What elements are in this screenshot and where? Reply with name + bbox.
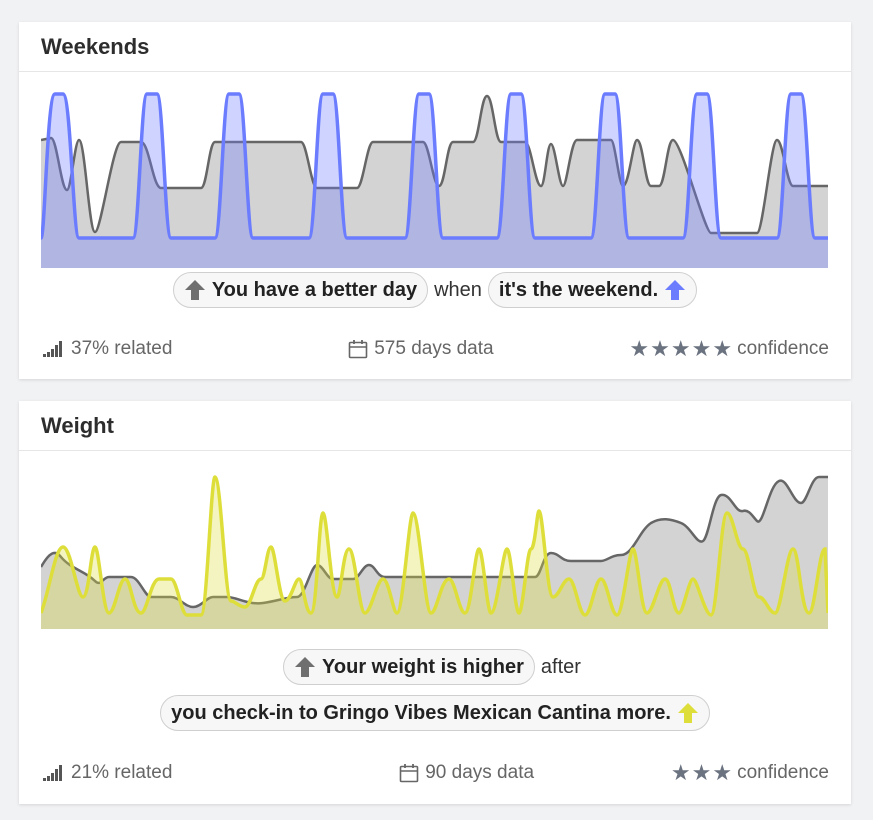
- mood-series-line: [41, 94, 828, 235]
- star-icon: ★: [670, 760, 691, 785]
- star-icon: ★: [691, 336, 712, 361]
- days-stat: 575 days data: [348, 338, 494, 360]
- cause-text: Your weight is higher: [322, 655, 524, 678]
- confidence-stars: ★ ★ ★ ★ ★: [629, 338, 733, 360]
- checkin-series-line: [41, 475, 828, 617]
- sentence-joiner: when: [434, 278, 482, 301]
- weight-checkin-chart: [41, 475, 828, 629]
- days-text: 90 days data: [425, 762, 535, 783]
- arrow-up-icon: [664, 278, 686, 302]
- star-icon: ★: [712, 336, 733, 361]
- confidence-stat: ★ ★ ★ ★ ★ confidence: [629, 338, 829, 360]
- mood-series-area: [41, 96, 828, 268]
- weight-series-line: [41, 475, 828, 609]
- arrow-up-icon: [294, 655, 316, 679]
- card-footer: 21% related 90 days data ★ ★ ★ confidenc…: [43, 762, 829, 784]
- weight-series-area: [41, 477, 828, 629]
- star-icon: ★: [629, 336, 650, 361]
- correlation-sentence-line2: you check-in to Gringo Vibes Mexican Can…: [19, 695, 851, 731]
- card-header: Weight: [19, 401, 851, 451]
- calendar-icon: [348, 340, 368, 359]
- effect-pill[interactable]: it's the weekend.: [487, 272, 698, 308]
- checkin-series-area: [41, 477, 828, 629]
- star-icon: ★: [650, 336, 670, 361]
- confidence-text: confidence: [737, 338, 829, 359]
- days-text: 575 days data: [374, 338, 494, 359]
- weekend-series-area: [41, 94, 828, 268]
- confidence-stars: ★ ★ ★: [671, 762, 733, 784]
- related-text: 37% related: [71, 338, 173, 359]
- star-icon: ★: [670, 336, 691, 361]
- effect-text: it's the weekend.: [498, 278, 659, 301]
- related-text: 21% related: [71, 762, 173, 783]
- correlation-card-weekends[interactable]: Weekends You have a better day when it's…: [19, 22, 851, 379]
- effect-text: you check-in to Gringo Vibes Mexican Can…: [171, 701, 671, 724]
- correlation-card-weight[interactable]: Weight Your weight is higher after you c…: [19, 401, 851, 804]
- calendar-icon: [399, 764, 419, 783]
- signal-bars-icon: [43, 765, 62, 781]
- related-stat: 21% related: [43, 762, 172, 784]
- correlation-sentence: You have a better day when it's the week…: [19, 272, 851, 308]
- star-icon: ★: [691, 760, 712, 785]
- arrow-up-icon: [184, 278, 206, 302]
- confidence-text: confidence: [737, 762, 829, 783]
- card-footer: 37% related 575 days data ★ ★ ★ ★ ★ conf…: [43, 338, 829, 360]
- cause-text: You have a better day: [211, 278, 418, 301]
- cause-pill[interactable]: Your weight is higher: [283, 649, 535, 685]
- sentence-joiner: after: [540, 655, 581, 678]
- cause-pill[interactable]: You have a better day: [172, 272, 429, 308]
- signal-bars-icon: [43, 341, 62, 357]
- related-stat: 37% related: [43, 338, 172, 360]
- weekend-series-line: [41, 92, 828, 240]
- star-icon: ★: [712, 760, 733, 785]
- confidence-stat: ★ ★ ★ confidence: [671, 762, 829, 784]
- arrow-up-icon: [677, 701, 699, 725]
- days-stat: 90 days data: [399, 762, 534, 784]
- card-title: Weight: [41, 412, 114, 438]
- card-title: Weekends: [41, 33, 150, 59]
- card-header: Weekends: [19, 22, 851, 72]
- weekend-mood-chart: [41, 92, 828, 268]
- correlation-sentence: Your weight is higher after: [19, 649, 851, 685]
- effect-pill[interactable]: you check-in to Gringo Vibes Mexican Can…: [160, 695, 710, 731]
